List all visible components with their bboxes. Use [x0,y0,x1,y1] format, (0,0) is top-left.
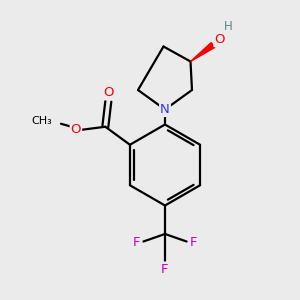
Polygon shape [190,43,215,61]
Text: N: N [160,103,170,116]
Text: H: H [224,20,233,33]
Text: F: F [133,236,141,249]
Text: O: O [214,33,225,46]
Text: CH₃: CH₃ [32,116,52,126]
Text: O: O [71,123,81,136]
Text: F: F [190,236,197,249]
Text: O: O [104,86,114,99]
Text: F: F [161,262,169,276]
